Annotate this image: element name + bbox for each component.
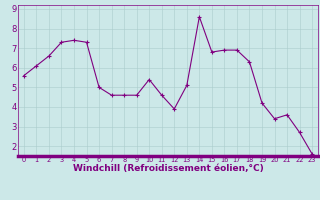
X-axis label: Windchill (Refroidissement éolien,°C): Windchill (Refroidissement éolien,°C) <box>73 164 263 173</box>
